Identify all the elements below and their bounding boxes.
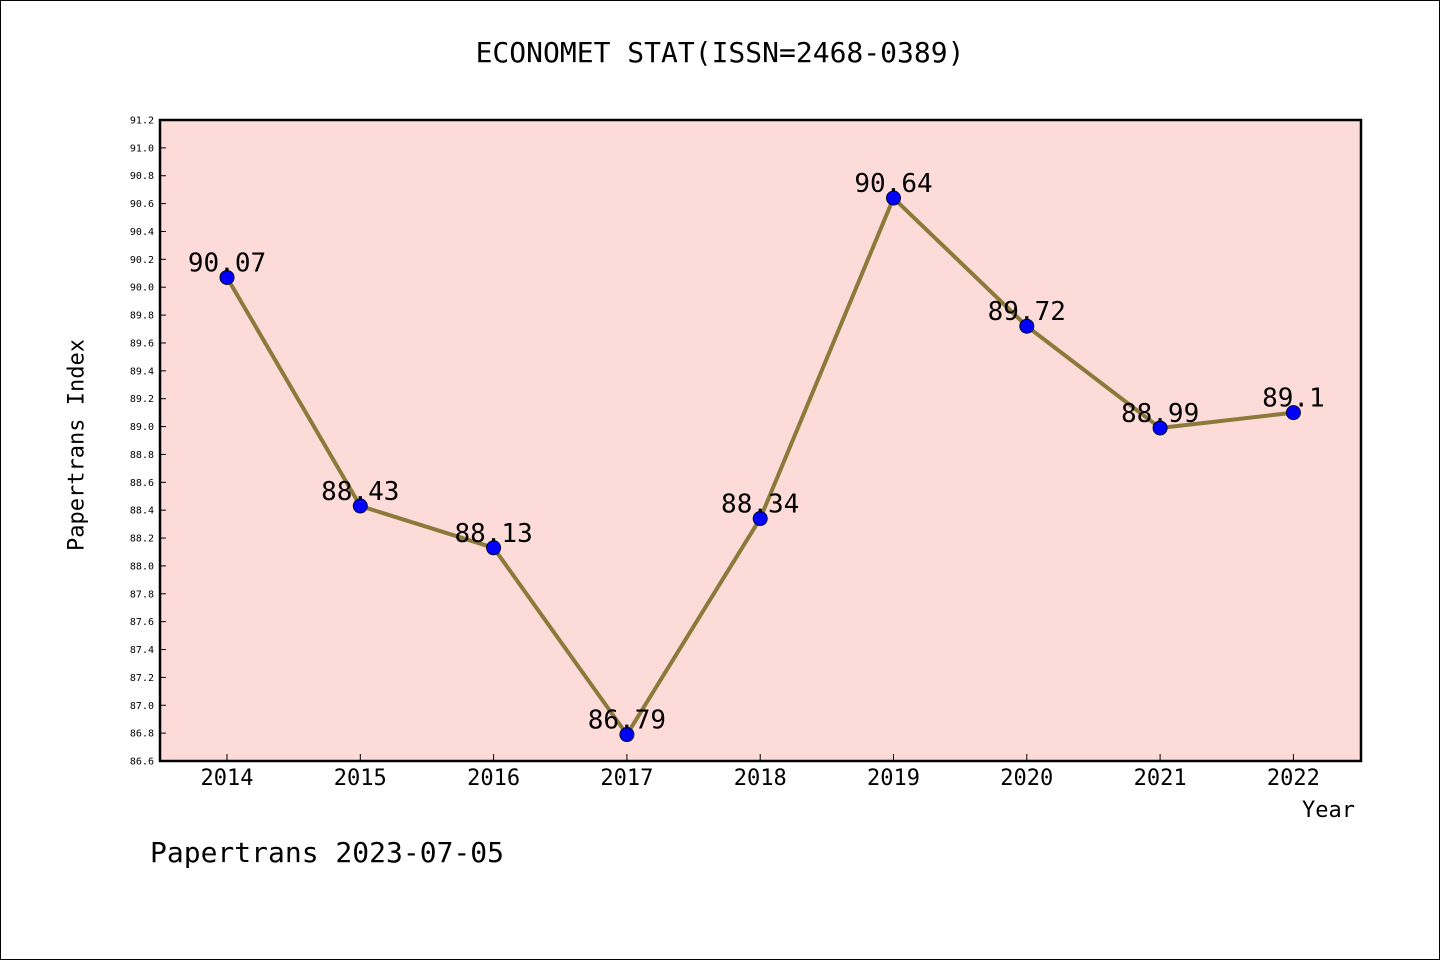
y-tick-label: 89.4: [130, 366, 154, 377]
x-tick-label: 2015: [334, 766, 387, 791]
y-tick-label: 91.2: [130, 116, 154, 127]
y-tick-label: 89.0: [130, 422, 154, 433]
y-tick-label: 90.6: [130, 199, 154, 210]
y-tick-label: 87.4: [130, 645, 154, 656]
y-tick-label: 90.0: [130, 283, 154, 294]
data-point: [1285, 405, 1301, 421]
data-label: 90.64: [854, 169, 932, 199]
y-tick-label: 89.2: [130, 394, 154, 405]
y-tick-label: 89.6: [130, 338, 154, 349]
y-tick-label: 87.2: [130, 673, 154, 684]
data-label: 90.07: [188, 248, 266, 278]
data-label: 88.43: [321, 477, 399, 507]
data-label: 86.79: [588, 706, 666, 736]
y-tick-label: 90.4: [130, 227, 154, 238]
data-point: [1152, 420, 1168, 436]
x-tick-label: 2017: [600, 766, 653, 791]
y-tick-label: 91.0: [130, 143, 154, 154]
data-point: [752, 511, 768, 527]
footer-note: Papertrans 2023-07-05: [150, 836, 505, 869]
plot-border: [158, 118, 1363, 763]
y-tick-label: 88.2: [130, 534, 154, 545]
y-tick-label: 87.6: [130, 617, 154, 628]
data-point: [886, 190, 901, 206]
y-tick-label: 88.4: [130, 506, 154, 517]
data-label: 89.72: [988, 297, 1066, 327]
data-point: [352, 498, 368, 514]
plot-area: [160, 120, 1361, 761]
y-tick-label: 88.0: [130, 561, 154, 572]
data-label: 88.13: [454, 519, 532, 549]
y-tick-label: 90.8: [130, 171, 154, 182]
chart-title: ECONOMET STAT(ISSN=2468-0389): [475, 36, 965, 69]
data-label: 89.1: [1262, 384, 1325, 414]
data-point: [219, 269, 235, 285]
x-tick-label: 2021: [1134, 766, 1187, 791]
y-tick-label: 88.6: [130, 478, 154, 489]
y-tick-label: 86.8: [130, 729, 154, 740]
x-tick-label: 2022: [1267, 766, 1320, 791]
x-tick-label: 2018: [734, 766, 787, 791]
x-tick-label: 2014: [201, 766, 254, 791]
y-tick-label: 90.2: [130, 255, 154, 266]
data-label: 88.99: [1121, 399, 1199, 429]
y-tick-label: 89.8: [130, 311, 154, 322]
y-tick-label: 88.8: [130, 450, 154, 461]
data-point: [1019, 318, 1035, 334]
x-tick-label: 2019: [867, 766, 920, 791]
x-tick-label: 2016: [467, 766, 520, 791]
y-tick-label: 86.6: [130, 757, 154, 768]
y-tick-label: 87.0: [130, 701, 154, 712]
x-tick-label: 2020: [1000, 766, 1053, 791]
data-point: [619, 727, 635, 743]
data-point: [486, 540, 502, 556]
y-tick-label: 87.8: [130, 589, 154, 600]
data-label: 88.34: [721, 490, 799, 520]
x-axis-label: Year: [1302, 798, 1355, 823]
